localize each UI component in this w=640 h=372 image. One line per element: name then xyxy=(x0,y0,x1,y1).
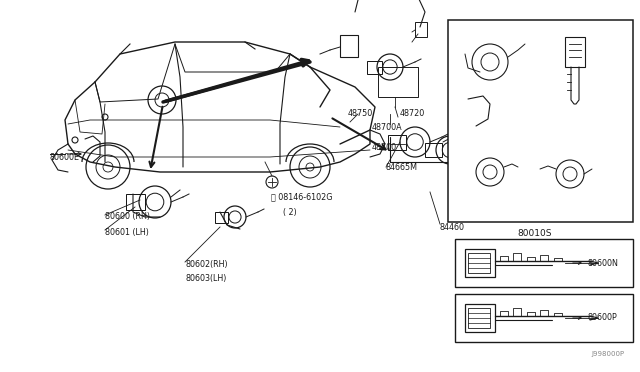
Bar xyxy=(565,37,585,67)
Text: J998000P: J998000P xyxy=(592,351,625,357)
Bar xyxy=(378,67,418,97)
Text: 84665M: 84665M xyxy=(385,163,417,171)
Text: 80010S: 80010S xyxy=(518,230,552,238)
Bar xyxy=(340,35,358,57)
Text: 80600N: 80600N xyxy=(587,259,618,267)
Bar xyxy=(425,143,442,157)
Text: Ⓢ 08146-6102G: Ⓢ 08146-6102G xyxy=(271,192,333,202)
Text: 80603(LH): 80603(LH) xyxy=(185,275,227,283)
Text: 80602(RH): 80602(RH) xyxy=(185,260,228,269)
Text: 48720: 48720 xyxy=(400,109,425,119)
Bar xyxy=(465,249,495,277)
Bar xyxy=(468,253,490,273)
Text: 48700A: 48700A xyxy=(372,122,403,131)
Bar xyxy=(415,22,427,37)
Text: 48700: 48700 xyxy=(372,142,397,151)
Bar xyxy=(126,194,145,210)
Text: 80600P: 80600P xyxy=(587,314,617,323)
Bar xyxy=(468,308,490,328)
Bar xyxy=(455,294,633,342)
Bar xyxy=(448,20,633,222)
Bar xyxy=(388,135,406,150)
Text: ( 2): ( 2) xyxy=(283,208,297,217)
Text: 48750: 48750 xyxy=(348,109,373,119)
Bar xyxy=(465,304,495,332)
Text: 84460: 84460 xyxy=(440,222,465,231)
Bar xyxy=(215,212,228,222)
Bar xyxy=(367,61,382,74)
Text: 80600 (RH): 80600 (RH) xyxy=(105,212,150,221)
Text: 80601 (LH): 80601 (LH) xyxy=(105,228,149,237)
Text: 80600E: 80600E xyxy=(50,153,80,161)
Bar xyxy=(455,239,633,287)
